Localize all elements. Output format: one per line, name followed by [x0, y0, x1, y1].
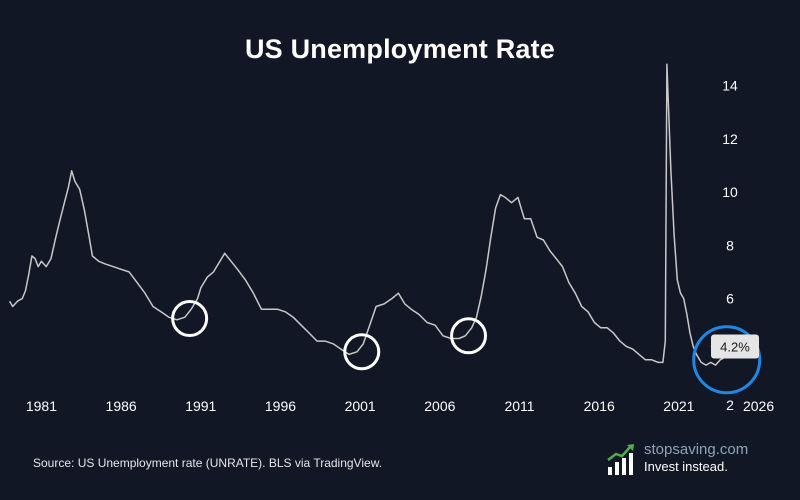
current-period-circle	[692, 325, 762, 395]
bar-chart-growth-icon	[607, 444, 634, 475]
x-axis-ticks: 1981 1986 1991 1996 2001 2006 2011 2016 2021 2026	[26, 398, 774, 414]
y-tick-label: 12	[722, 131, 738, 147]
annotation-circles	[171, 300, 762, 395]
y-tick-label: 6	[726, 291, 734, 307]
last-value-badge: 4.2%	[711, 334, 759, 359]
y-axis-ticks: 2468101214	[722, 78, 738, 413]
x-tick-label: 1981	[26, 398, 57, 414]
x-tick-label: 1991	[185, 398, 216, 414]
x-tick-label: 2011	[504, 398, 534, 414]
x-tick-label: 2026	[743, 398, 774, 414]
last-value-label: 4.2%	[720, 339, 750, 354]
y-tick-label: 8	[726, 237, 734, 253]
series-line-unemployment	[8, 63, 753, 366]
brand-name: stopsaving.com	[644, 441, 749, 458]
highlight-circle	[171, 300, 209, 337]
x-tick-label: 1996	[265, 398, 296, 414]
brand-logo[interactable]: stopsaving.com Invest instead.	[606, 441, 786, 481]
highlight-circle	[450, 317, 488, 355]
y-tick-label: 2	[726, 397, 734, 413]
x-tick-label: 2001	[345, 398, 376, 414]
x-tick-label: 2016	[584, 398, 615, 414]
x-tick-label: 2006	[424, 398, 455, 414]
line-chart: 1981 1986 1991 1996 2001 2006 2011 2016 2021 2026…	[8, 63, 774, 414]
x-tick-label: 2021	[663, 398, 694, 414]
y-tick-label: 14	[722, 78, 738, 94]
chart-title: US Unemployment Rate	[244, 34, 556, 64]
y-tick-label: 10	[722, 184, 738, 200]
source-note: Source: US Unemployment rate (UNRATE). B…	[33, 456, 383, 470]
x-tick-label: 1986	[106, 398, 137, 414]
brand-tagline: Invest instead.	[644, 459, 728, 474]
highlight-circle	[343, 333, 381, 371]
